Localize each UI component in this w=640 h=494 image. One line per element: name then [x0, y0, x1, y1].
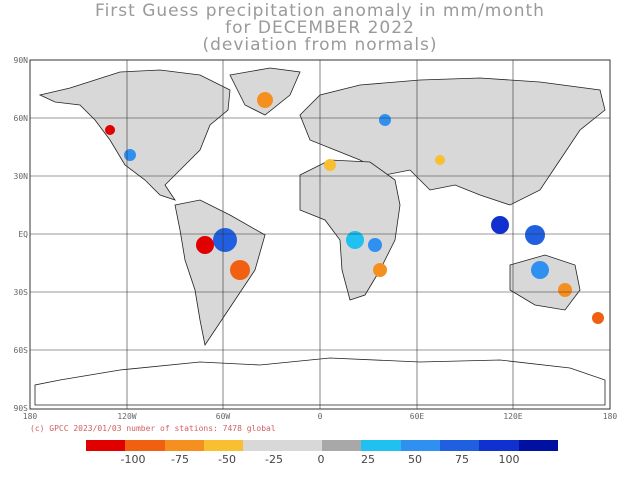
colorbar-swatch — [321, 440, 362, 451]
colorbar-label: -50 — [218, 453, 236, 466]
anomaly-dry-patch — [230, 260, 250, 280]
colorbar-swatch — [86, 440, 126, 451]
colorbar-swatch — [400, 440, 440, 451]
anomaly-dry-patch — [435, 155, 445, 165]
continents — [34, 67, 606, 406]
lat-label: EQ — [18, 230, 28, 239]
map-title-line2: for DECEMBER 2022 — [225, 18, 415, 38]
lon-label: 180 — [22, 412, 38, 421]
anomaly-dry-patch — [257, 92, 273, 108]
map-title-line3: (deviation from normals) — [202, 35, 438, 55]
anomaly-dry-patch — [373, 263, 387, 277]
colorbar-swatch — [203, 440, 244, 451]
colorbar-swatch — [164, 440, 204, 451]
anomaly-wet-patch — [368, 238, 382, 252]
landmass-south-america — [174, 199, 266, 347]
grid-lines — [30, 60, 610, 409]
lat-label: 30N — [13, 172, 28, 181]
lon-label: 0 — [317, 412, 323, 421]
lon-label: 120W — [117, 412, 137, 421]
lat-label: 90N — [13, 56, 28, 65]
anomaly-wet-patch — [531, 261, 549, 279]
lat-label: 30S — [13, 288, 28, 297]
colorbar-label: 50 — [408, 453, 422, 466]
lat-label: 60N — [13, 114, 28, 123]
map-title-line1: First Guess precipitation anomaly in mm/… — [95, 1, 545, 21]
colorbar-swatch — [282, 440, 322, 451]
colorbar-swatch — [125, 440, 165, 451]
anomaly-dry-patch — [324, 159, 336, 171]
colorbar-swatch — [479, 440, 519, 451]
colorbar-label: -25 — [265, 453, 283, 466]
landmass-north-america — [38, 69, 231, 201]
landmass-africa — [299, 159, 401, 301]
anomaly-wet-patch — [213, 228, 237, 252]
colorbar-label: -100 — [120, 453, 146, 466]
colorbar — [86, 440, 558, 451]
colorbar-label: 0 — [317, 453, 325, 466]
anomaly-wet-patch — [491, 216, 509, 234]
anomaly-dry-patch — [558, 283, 572, 297]
lon-label: 120E — [503, 412, 523, 421]
colorbar-swatch — [439, 440, 480, 451]
colorbar-label: 25 — [361, 453, 375, 466]
anomaly-dry-patch — [592, 312, 604, 324]
colorbar-swatch — [361, 440, 401, 451]
colorbar-swatch — [243, 440, 283, 451]
lat-label: 90S — [13, 404, 28, 413]
lon-label: 60E — [409, 412, 425, 421]
colorbar-swatch — [518, 440, 558, 451]
colorbar-label: 75 — [455, 453, 469, 466]
anomaly-dry-patch — [196, 236, 214, 254]
lon-label: 180 — [602, 412, 618, 421]
anomaly-wet-patch — [379, 114, 391, 126]
anomaly-wet-patch — [525, 225, 545, 245]
anomaly-dry-patch — [105, 125, 115, 135]
anomaly-wet-patch — [346, 231, 364, 249]
anomaly-wet-patch — [124, 149, 136, 161]
lat-label: 60S — [13, 346, 28, 355]
landmass-greenland — [229, 67, 301, 116]
lon-label: 60W — [215, 412, 231, 421]
colorbar-label: 100 — [498, 453, 520, 466]
credit-text: (c) GPCC 2023/01/03 number of stations: … — [30, 424, 276, 433]
colorbar-label: -75 — [171, 453, 189, 466]
